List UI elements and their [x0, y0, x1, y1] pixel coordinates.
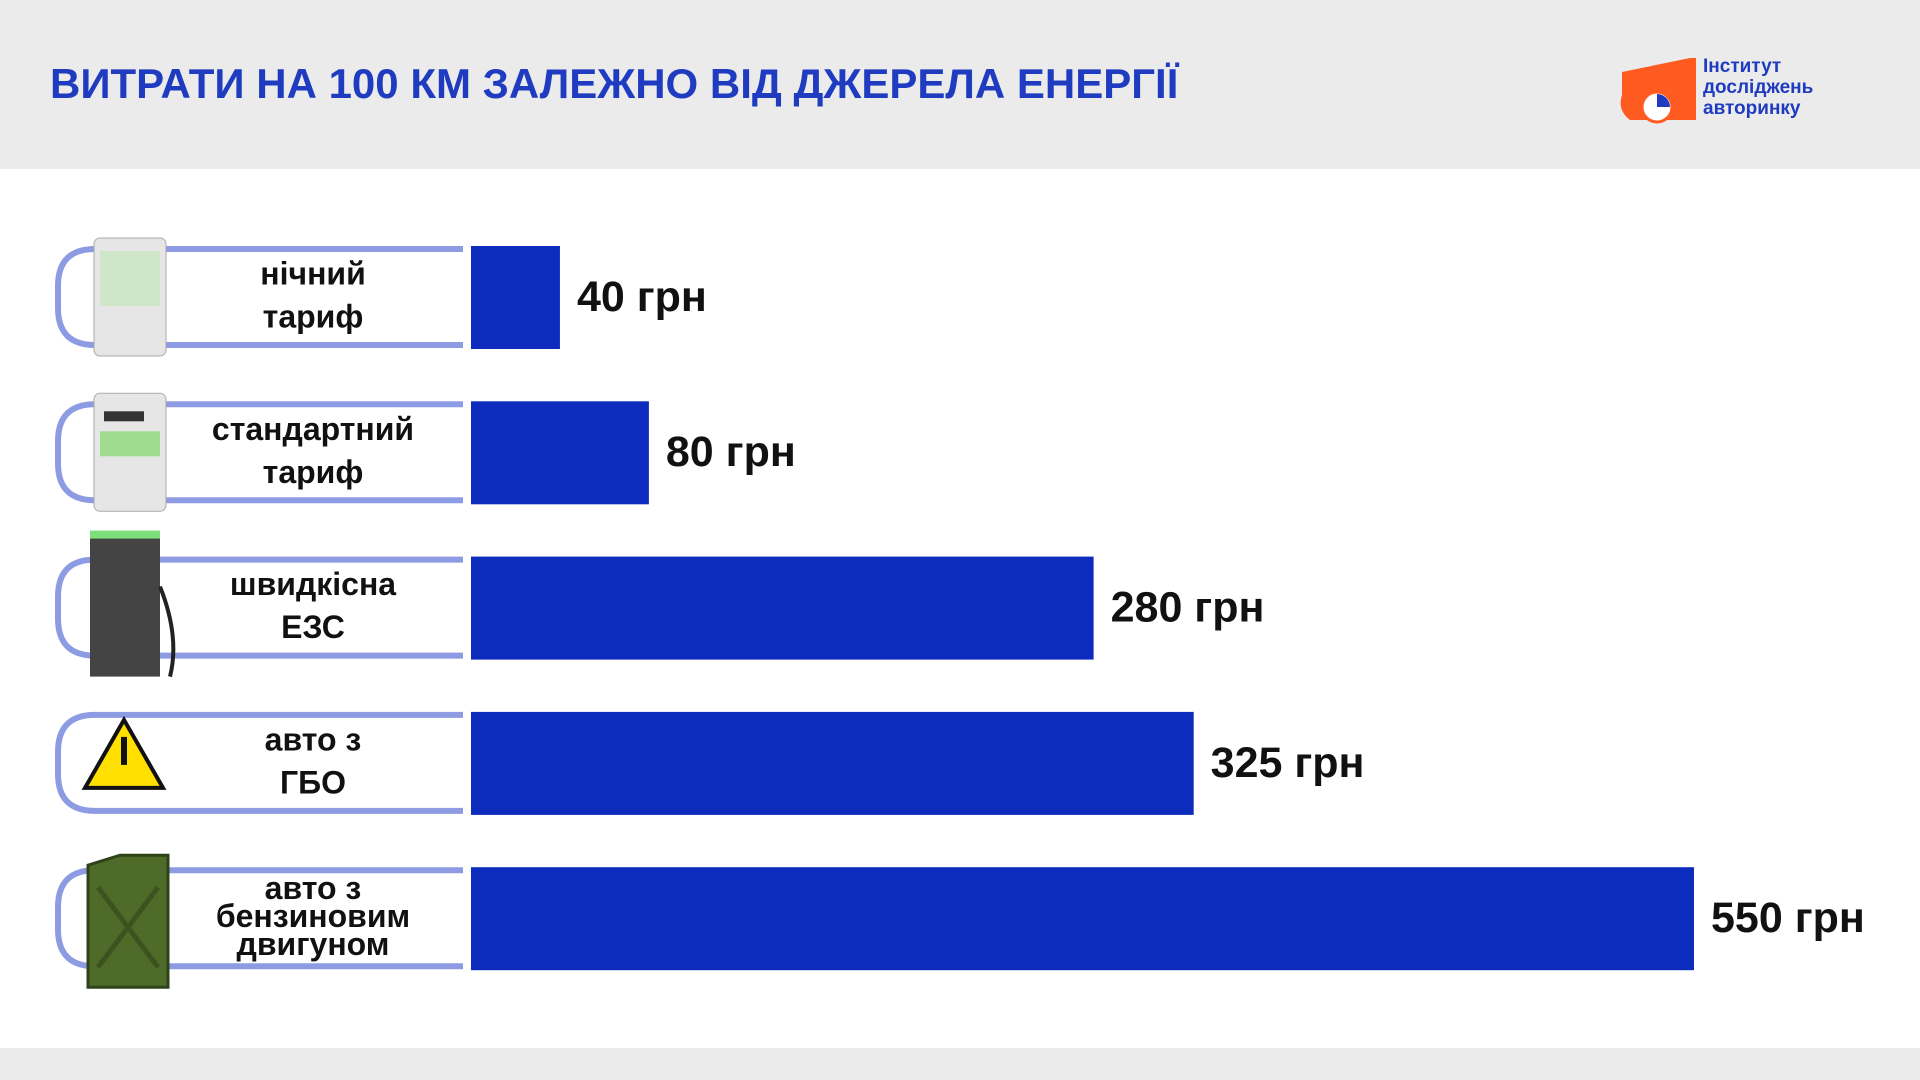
- bar: [471, 401, 649, 505]
- category-label: авто з: [265, 870, 362, 906]
- bar: [471, 711, 1194, 815]
- bar: [471, 246, 560, 349]
- icon-canister-x: [96, 885, 160, 969]
- value-label: 280 грн: [1111, 583, 1265, 631]
- logo: [1620, 58, 1696, 124]
- value-label: 80 грн: [666, 428, 796, 476]
- category-label: бензиновим: [216, 898, 410, 934]
- category-label: швидкісна: [230, 566, 396, 602]
- category-label: тариф: [263, 454, 364, 490]
- category-label: двигуном: [237, 926, 390, 962]
- row: нічний тариф 40 грн: [55, 237, 707, 357]
- category-label: ГБО: [280, 764, 346, 800]
- icon-cable: [158, 585, 176, 678]
- icon-meter-display: [104, 411, 144, 422]
- category-label: ЕЗС: [281, 609, 345, 645]
- bar: [471, 556, 1094, 660]
- rows: нічний тариф 40 грн стандартний тариф 80 грн ш…: [55, 237, 1865, 989]
- logo-line: авторинку: [1703, 98, 1801, 119]
- value-label: 40 грн: [577, 273, 707, 321]
- header-band: [0, 0, 1920, 169]
- category-label: стандартний: [212, 411, 414, 447]
- category-label: тариф: [263, 298, 364, 334]
- bar: [471, 867, 1694, 971]
- logo-line: досліджень: [1703, 77, 1813, 98]
- icon-charger-top: [90, 530, 160, 539]
- row: стандартний тариф 80 грн: [55, 392, 796, 512]
- category-label: нічний: [260, 255, 365, 291]
- row: швидкісна ЕЗС 280 грн: [55, 530, 1265, 678]
- icon-meter-face: [100, 251, 160, 306]
- value-label: 550 грн: [1711, 894, 1865, 942]
- icon-warning-mark: [121, 736, 127, 765]
- icon-charger: [90, 536, 160, 677]
- logo-wheel-part: [1657, 94, 1670, 107]
- footer-band: [0, 1048, 1920, 1080]
- logo-shape: [1620, 58, 1696, 120]
- category-label: авто з: [265, 721, 362, 757]
- chart-title: ВИТРАТИ НА 100 КМ ЗАЛЕЖНО ВІД ДЖЕРЕЛА ЕН…: [50, 60, 1180, 107]
- row: авто з ГБО 325 грн: [55, 711, 1365, 815]
- value-label: 325 грн: [1211, 739, 1365, 787]
- logo-line: Інститут: [1703, 56, 1781, 77]
- icon-meter-face: [100, 431, 160, 457]
